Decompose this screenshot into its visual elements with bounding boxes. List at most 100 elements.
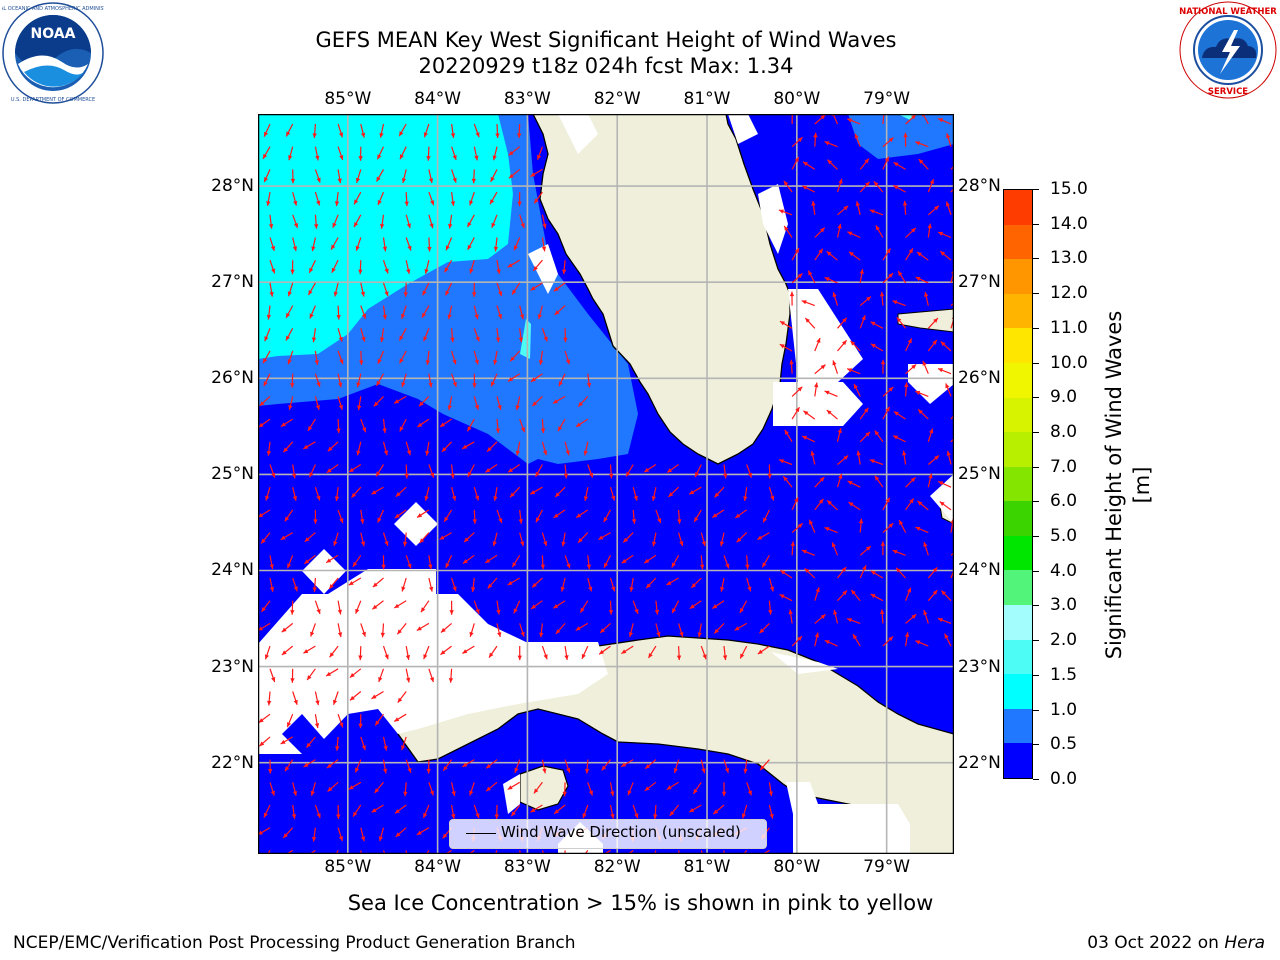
wave-arrow	[269, 782, 275, 796]
wave-arrow	[473, 123, 480, 138]
wave-arrow	[496, 396, 502, 411]
wave-arrow	[405, 214, 411, 229]
wave-arrow	[554, 305, 566, 316]
wave-arrow	[371, 804, 384, 813]
wave-arrow	[530, 282, 543, 291]
colorbar-tick-label-11: 9.0	[1050, 387, 1078, 408]
wave-arrow	[307, 418, 316, 432]
wave-arrow	[859, 565, 867, 579]
wave-arrow	[531, 577, 543, 588]
wave-arrow	[564, 850, 566, 854]
wave-arrow	[902, 200, 908, 215]
colorbar-tick-8	[1033, 501, 1039, 503]
wave-arrow	[587, 577, 593, 592]
wave-arrow	[428, 191, 435, 206]
wave-arrow	[916, 251, 929, 261]
wave-arrow	[445, 237, 453, 251]
wave-arrow	[448, 668, 454, 683]
wave-arrow	[826, 409, 838, 420]
wave-arrow	[468, 849, 475, 854]
wave-arrow	[469, 623, 475, 637]
wave-arrow	[791, 522, 804, 534]
wave-arrow	[440, 645, 452, 656]
wave-arrow	[902, 450, 907, 465]
colorbar-tick-17	[1033, 189, 1039, 190]
wave-arrow	[824, 141, 838, 148]
wave-arrow	[671, 600, 680, 614]
wave-arrow	[307, 282, 316, 296]
wave-arrow	[653, 804, 658, 820]
wave-arrow	[622, 532, 634, 543]
wave-arrow	[905, 114, 917, 125]
wave-arrow	[654, 600, 660, 615]
wave-arrow	[598, 532, 611, 541]
wave-arrow	[599, 622, 611, 634]
wave-arrow	[493, 350, 498, 365]
wave-arrow	[428, 577, 434, 592]
wave-arrow	[416, 827, 430, 836]
wave-arrow	[645, 577, 657, 589]
wave-arrow	[332, 691, 339, 705]
colorbar-title: Significant Height of Wind Waves [m]	[1102, 310, 1154, 660]
wave-arrow	[337, 350, 344, 365]
wave-arrow	[259, 395, 271, 407]
wave-arrow	[904, 632, 910, 647]
wave-arrow	[768, 782, 773, 797]
wave-arrow	[870, 321, 884, 329]
wave-arrow	[555, 623, 566, 635]
wave-arrow	[801, 435, 816, 443]
wave-arrow	[269, 282, 274, 297]
wave-arrow	[508, 168, 521, 179]
wave-arrow	[371, 486, 384, 495]
wave-arrow	[541, 214, 547, 229]
wave-arrow	[330, 237, 339, 250]
wave-arrow	[647, 645, 657, 659]
colorbar-tick-label-10: 8.0	[1050, 421, 1078, 442]
wave-arrow	[448, 214, 453, 229]
wave-arrow	[583, 487, 589, 502]
wave-arrow	[358, 714, 363, 729]
wave-arrow	[882, 248, 891, 261]
colorbar-segment-13	[1004, 293, 1032, 329]
colorbar-tick-label-16: 14.0	[1050, 213, 1088, 234]
wave-arrow	[927, 455, 940, 465]
wave-arrow	[723, 759, 729, 774]
wave-arrow	[869, 209, 884, 216]
colorbar-tick-label-15: 13.0	[1050, 248, 1088, 269]
wave-arrow	[332, 214, 339, 229]
wave-arrow	[741, 804, 748, 819]
wave-arrow	[746, 577, 752, 592]
wave-arrow	[336, 305, 341, 320]
lat-tick-right-6: 22°N	[958, 752, 1001, 773]
wave-arrow	[508, 146, 521, 156]
wave-arrow	[804, 567, 816, 579]
wave-arrow	[791, 247, 800, 261]
wave-arrow	[783, 180, 793, 193]
wave-arrow	[472, 373, 477, 388]
wave-arrow	[927, 473, 933, 488]
wave-arrow	[848, 251, 861, 261]
wave-arrow	[290, 668, 295, 683]
wave-arrow	[445, 555, 453, 569]
wave-arrow	[621, 554, 634, 564]
wave-arrow	[305, 736, 316, 749]
wave-arrow	[451, 577, 457, 592]
wave-arrow	[564, 555, 571, 569]
wave-arrow	[416, 509, 430, 518]
wave-arrow	[428, 555, 433, 570]
wave-arrow	[847, 480, 861, 488]
wave-arrow	[490, 373, 498, 387]
colorbar-segment-15	[1004, 224, 1032, 260]
wave-arrow	[282, 827, 294, 839]
wave-arrow	[285, 123, 294, 137]
wave-arrow	[394, 804, 407, 814]
wave-arrow	[258, 418, 271, 428]
wave-arrow	[540, 419, 546, 434]
wave-arrow	[768, 577, 775, 592]
wave-arrow	[360, 623, 366, 637]
wave-arrow	[734, 509, 748, 519]
colorbar-segment-0	[1004, 743, 1032, 778]
wave-arrow	[804, 317, 816, 329]
wave-arrow	[306, 668, 316, 681]
wave-arrow	[790, 541, 795, 556]
